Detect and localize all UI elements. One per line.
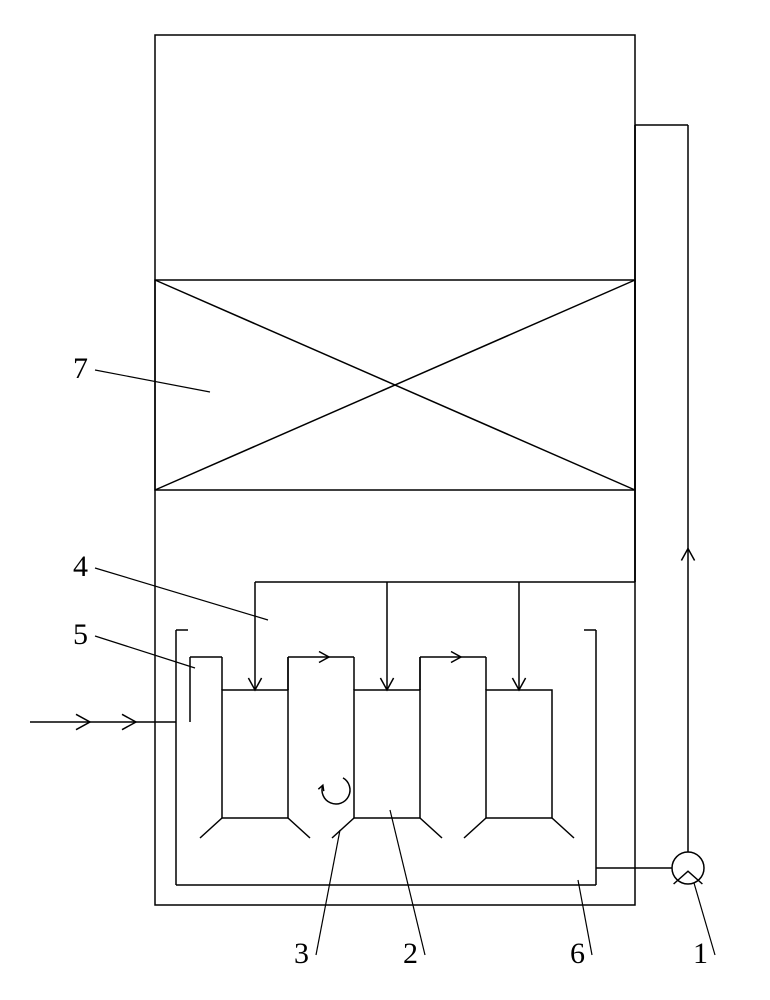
diagram-canvas: 7 4 5 3 2 6 1	[0, 0, 770, 1000]
label-5: 5	[73, 618, 88, 652]
label-2: 2	[403, 937, 418, 971]
label-4: 4	[73, 550, 88, 584]
label-6: 6	[570, 937, 585, 971]
label-3: 3	[294, 937, 309, 971]
label-7: 7	[73, 352, 88, 386]
label-1: 1	[693, 937, 708, 971]
diagram-svg	[0, 0, 770, 1000]
